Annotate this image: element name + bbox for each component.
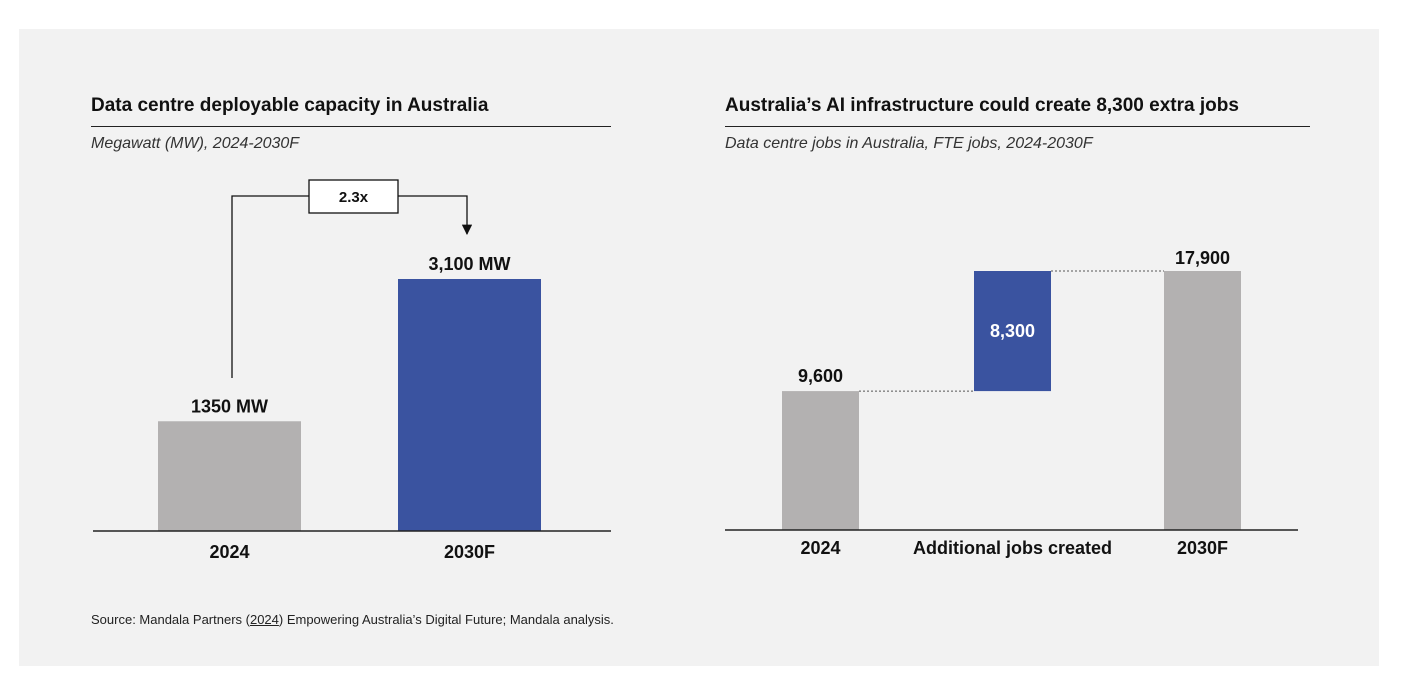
right-title-rule <box>725 126 1310 127</box>
right-category-label: 2030F <box>1177 538 1228 558</box>
left-category-label: 2030F <box>444 542 495 562</box>
source-prefix: Source: Mandala Partners ( <box>91 612 250 627</box>
multiplier-box <box>308 179 399 214</box>
right-chart-title: Australia’s AI infrastructure could crea… <box>725 95 1239 116</box>
chart-panel <box>19 29 1379 666</box>
right-bar-2030F <box>1164 271 1241 530</box>
multiplier-label: 2.3x <box>339 189 369 206</box>
left-bar-2024 <box>158 421 301 531</box>
right-bar-2024 <box>782 391 859 530</box>
left-chart-subtitle: Megawatt (MW), 2024-2030F <box>91 135 300 152</box>
right-category-label: 2024 <box>800 538 840 558</box>
right-category-label: Additional jobs created <box>913 538 1112 558</box>
source-suffix: ) Empowering Australia’s Digital Future;… <box>278 612 614 627</box>
right-value-label: 17,900 <box>1175 248 1230 268</box>
multiplier-connector <box>231 195 467 378</box>
left-title-rule <box>91 126 611 127</box>
right-value-label: 9,600 <box>798 366 843 386</box>
right-chart-subtitle: Data centre jobs in Australia, FTE jobs,… <box>725 135 1093 152</box>
source-year-link[interactable]: 2024 <box>249 612 279 627</box>
left-value-label: 1350 MW <box>191 396 268 416</box>
right-bar-additional-jobs <box>974 271 1051 392</box>
left-chart-title: Data centre deployable capacity in Austr… <box>91 95 489 116</box>
left-value-label: 3,100 MW <box>428 254 510 274</box>
right-value-label: 8,300 <box>990 321 1035 341</box>
source-note: Source: Mandala Partners (2024) Empoweri… <box>91 612 614 627</box>
left-bar-2030F <box>398 279 541 531</box>
left-category-label: 2024 <box>209 542 249 562</box>
